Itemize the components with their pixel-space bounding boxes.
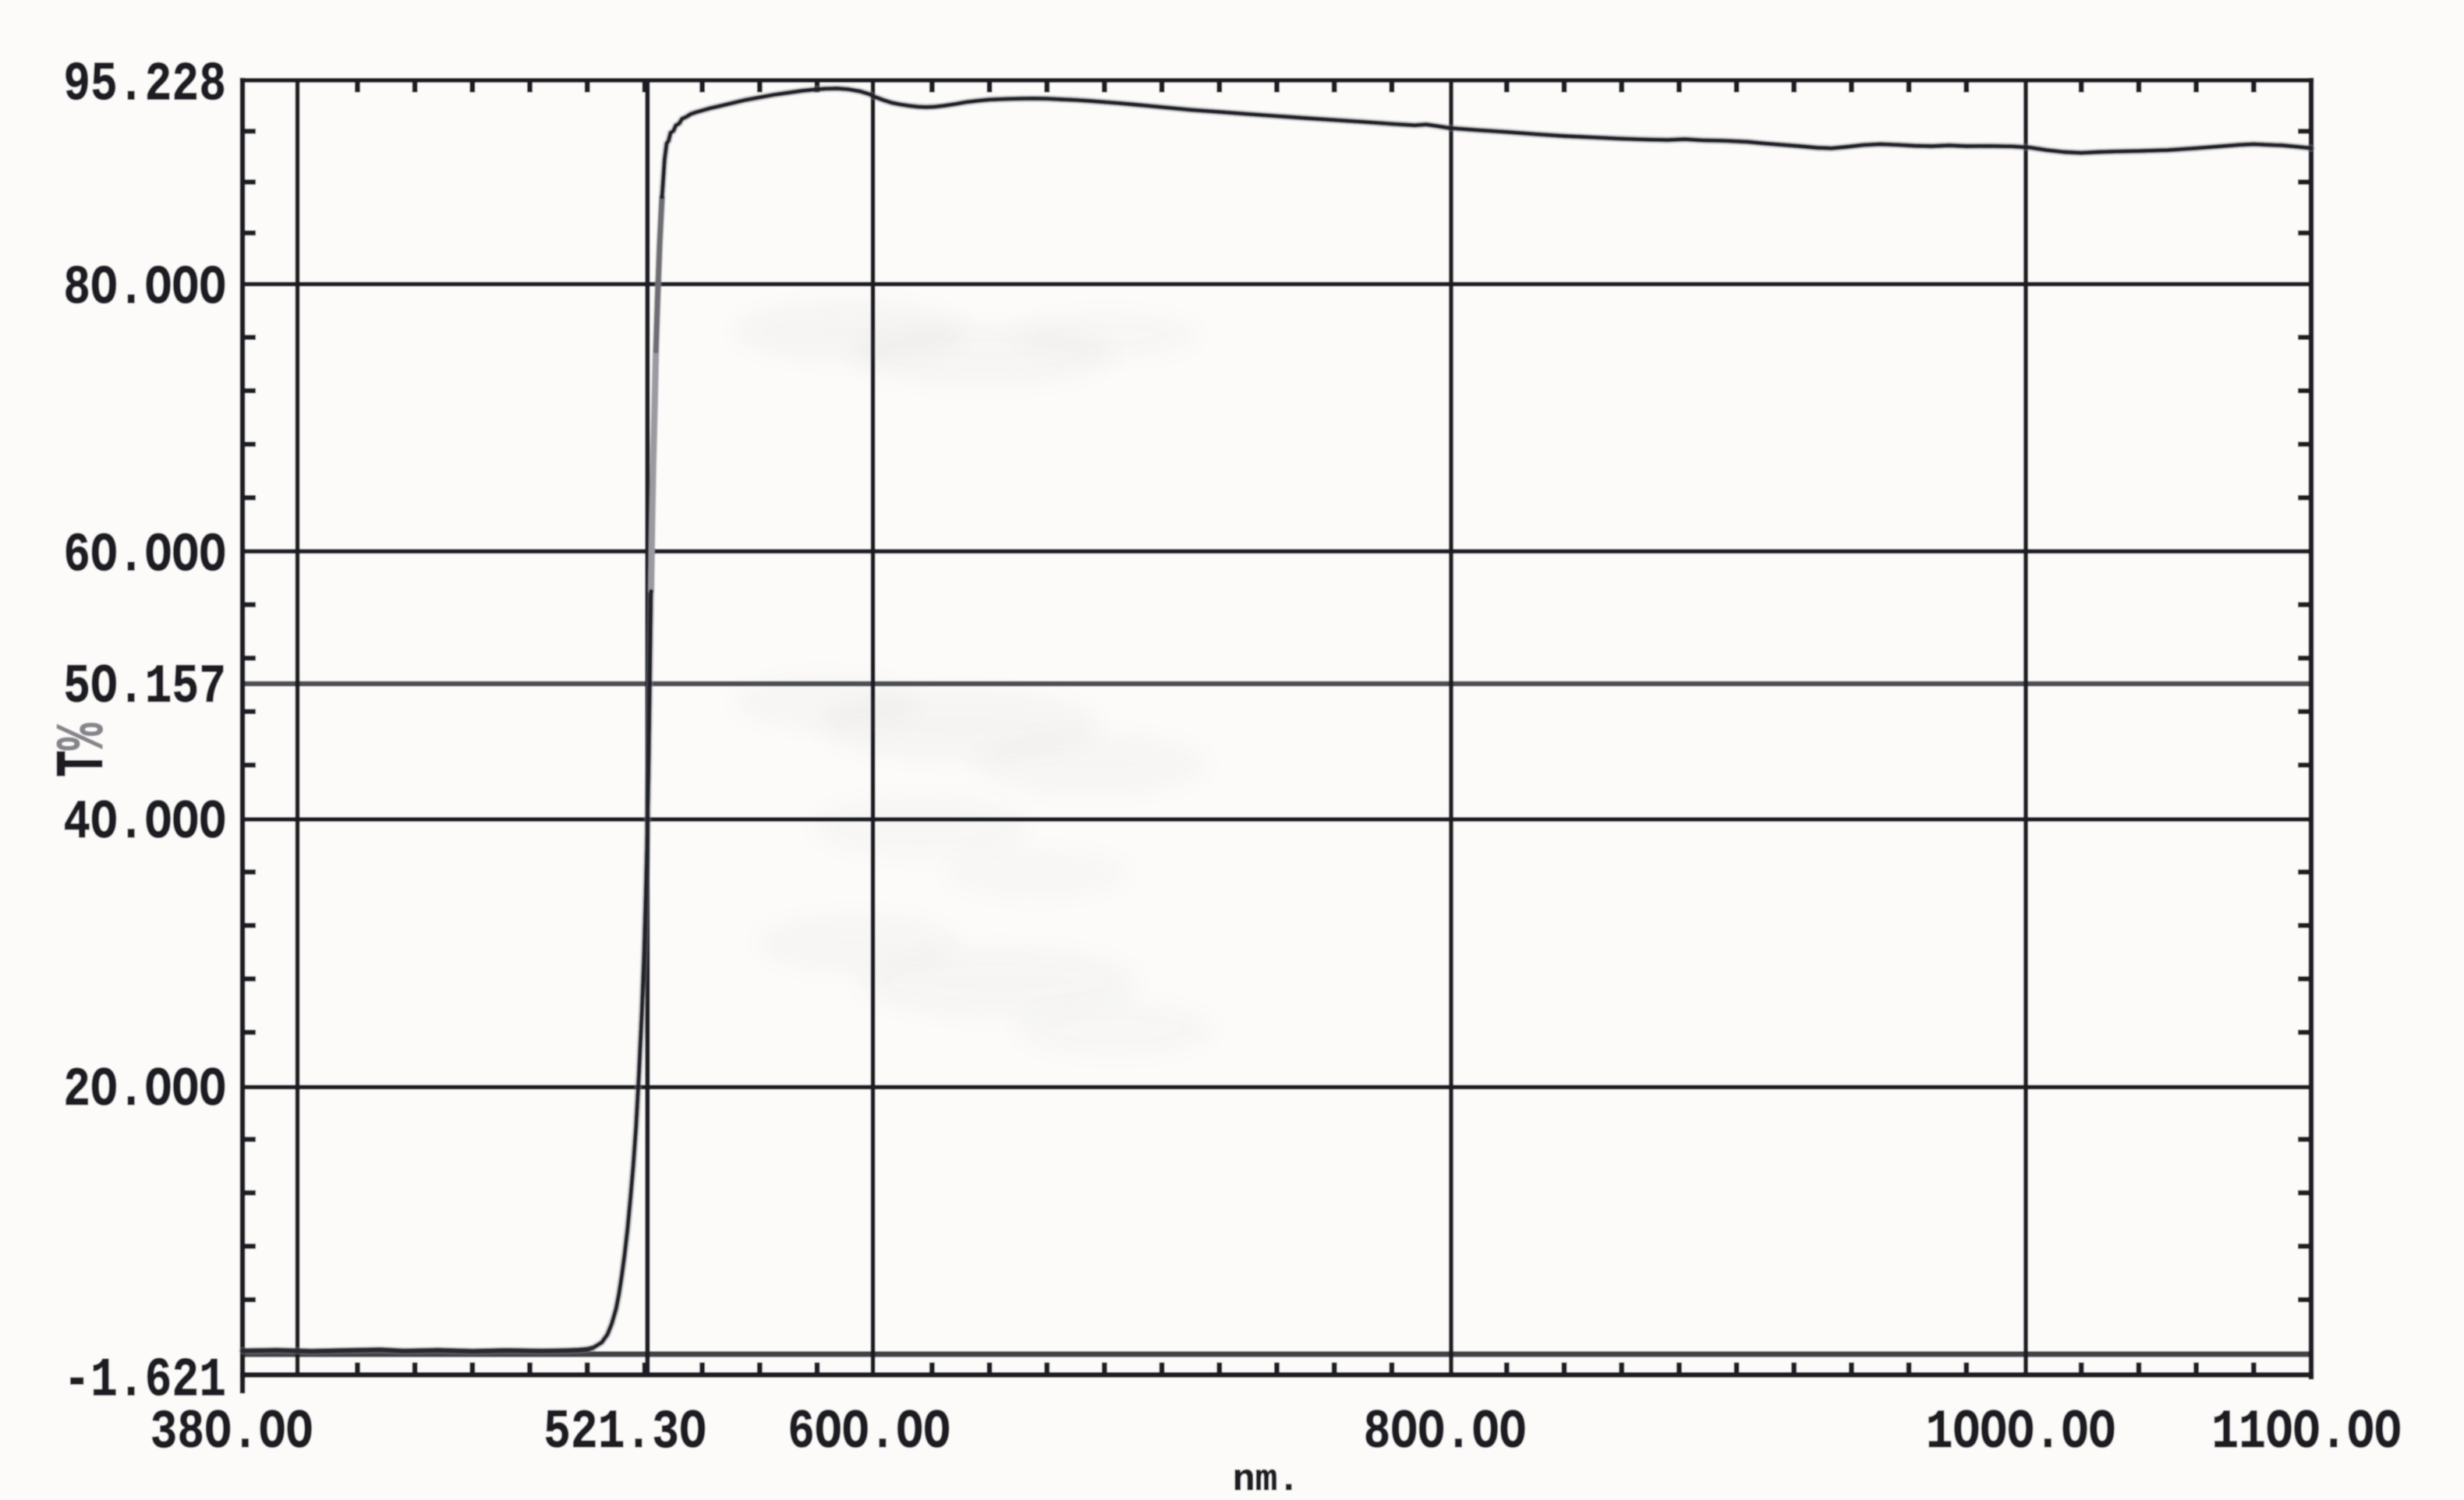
svg-text:2O.OOO: 2O.OOO <box>63 1060 226 1122</box>
svg-text:8O.OOO: 8O.OOO <box>63 257 226 320</box>
svg-text:8OO.OO: 8OO.OO <box>1364 1402 1527 1464</box>
svg-text:1OOO.OO: 1OOO.OO <box>1926 1402 2116 1464</box>
svg-text:6O.OOO: 6O.OOO <box>63 525 226 587</box>
svg-text:11OO.OO: 11OO.OO <box>2211 1402 2402 1464</box>
svg-text:6OO.OO: 6OO.OO <box>788 1402 951 1464</box>
svg-text:38O.OO: 38O.OO <box>150 1402 313 1464</box>
svg-text:95.228: 95.228 <box>63 54 226 116</box>
svg-text:T%: T% <box>46 723 123 777</box>
svg-text:5O.157: 5O.157 <box>63 656 226 719</box>
svg-text:4O.OOO: 4O.OOO <box>63 792 226 854</box>
svg-text:521.3O: 521.3O <box>543 1402 706 1464</box>
svg-text:-1.621: -1.621 <box>63 1350 226 1412</box>
svg-text:nm.: nm. <box>1233 1459 1300 1500</box>
